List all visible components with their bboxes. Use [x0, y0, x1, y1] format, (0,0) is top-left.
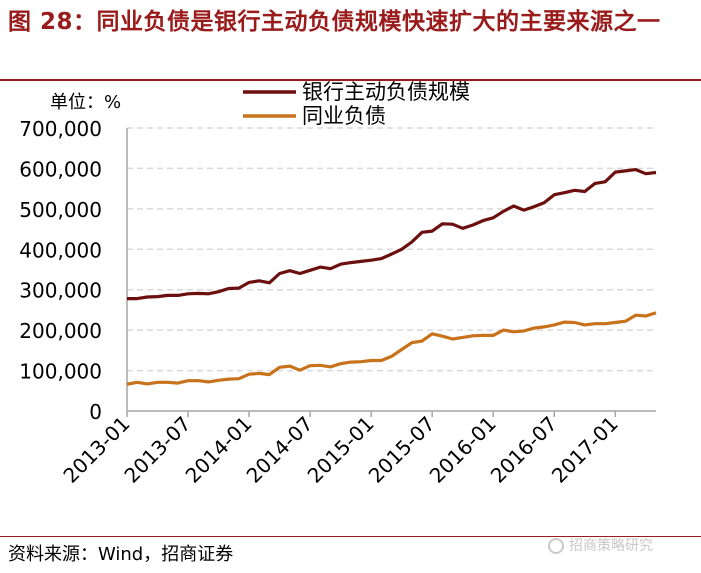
- y-tick-label: 200,000: [19, 319, 102, 343]
- x-tick-label: 2015-07: [364, 412, 440, 488]
- series-lines: [126, 168, 657, 386]
- x-tick-labels: 2013-012013-072014-012014-072015-012015-…: [58, 412, 622, 488]
- figure-title: 图 28：同业负债是银行主动负债规模快速扩大的主要来源之一: [8, 9, 661, 35]
- x-tick-label: 2013-07: [120, 412, 196, 488]
- y-tick-label: 700,000: [19, 117, 102, 141]
- x-tick-label: 2015-01: [303, 412, 379, 488]
- y-tick-label: 500,000: [19, 198, 102, 222]
- unit-label: 单位：%: [50, 92, 121, 113]
- y-tick-label: 600,000: [19, 157, 102, 181]
- wechat-icon: [548, 538, 564, 554]
- y-tick-label: 300,000: [19, 279, 102, 303]
- y-tick-label: 400,000: [19, 238, 102, 262]
- x-tick-label: 2014-07: [242, 412, 318, 488]
- series-line-1: [127, 168, 657, 301]
- legend-label: 银行主动负债规模: [302, 80, 470, 104]
- grid-lines: [127, 127, 656, 372]
- line-chart: 0 100,000 200,000 300,000 400,000 500,000 600,…: [19, 80, 657, 488]
- watermark: 招商策略研究: [548, 536, 653, 556]
- title-divider: [0, 79, 701, 81]
- y-tick-label: 0: [89, 400, 102, 424]
- y-tick-label: 100,000: [19, 360, 102, 384]
- x-tick-label: 2017-01: [547, 412, 623, 488]
- axes: [126, 128, 656, 417]
- x-tick-label: 2016-07: [486, 412, 562, 488]
- legend-label: 同业负债: [302, 104, 386, 128]
- watermark-text: 招商策略研究: [569, 538, 653, 554]
- y-tick-labels: 0 100,000 200,000 300,000 400,000 500,000 600,…: [19, 117, 102, 424]
- source-divider: [0, 536, 701, 537]
- source-note: 资料来源：Wind，招商证券: [8, 544, 234, 565]
- series-line-2: [126, 311, 657, 386]
- x-tick-label: 2014-01: [181, 412, 257, 488]
- x-tick-label: 2016-01: [425, 412, 501, 488]
